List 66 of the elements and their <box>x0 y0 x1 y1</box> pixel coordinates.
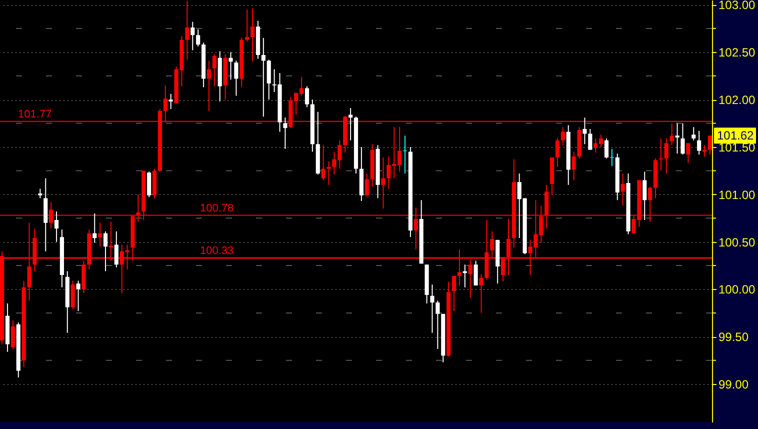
y-tick-label: 100.00 <box>718 282 756 297</box>
candlestick <box>364 173 369 197</box>
candlestick <box>572 151 576 181</box>
candlestick <box>686 142 690 164</box>
y-tick-label: 99.00 <box>718 378 749 392</box>
candlestick <box>10 320 15 350</box>
candlestick <box>620 173 625 206</box>
candlestick <box>680 122 685 156</box>
candlestick <box>245 8 250 42</box>
candlestick <box>664 138 668 174</box>
candlestick <box>283 117 288 150</box>
candlestick <box>261 37 266 118</box>
candlestick <box>168 93 173 110</box>
candlestick <box>348 108 353 141</box>
ref-line-label: 100.78 <box>200 202 234 214</box>
candlestick <box>326 160 331 186</box>
y-tick-label: 102.00 <box>718 93 756 108</box>
candlestick <box>196 28 200 47</box>
candlestick <box>642 171 647 221</box>
candlestick <box>250 8 255 62</box>
candlestick <box>474 260 478 286</box>
candlestick <box>692 126 696 141</box>
ref-line-label: 100.33 <box>200 244 234 257</box>
candlestick <box>479 274 484 314</box>
candlestick <box>697 130 702 156</box>
candlestick <box>266 59 271 100</box>
y-tick-label: 99.50 <box>718 330 749 344</box>
candlestick <box>604 138 609 159</box>
candlestick <box>381 156 386 210</box>
ref-line-label: 101.77 <box>18 108 52 120</box>
candlestick <box>147 171 152 198</box>
candlestick <box>38 188 42 199</box>
candlestick <box>304 86 310 108</box>
candlestick <box>76 280 80 312</box>
candlestick <box>582 117 587 145</box>
y-tick-label: 103.00 <box>718 0 756 12</box>
candlestick <box>228 52 233 80</box>
candlestick <box>54 210 59 242</box>
candlestick <box>114 230 118 268</box>
candlestick <box>675 122 680 154</box>
y-tick-label: 101.50 <box>718 140 756 154</box>
candlestick <box>185 0 190 60</box>
candlestick <box>436 300 440 350</box>
candlestick <box>610 148 614 166</box>
candlestick <box>321 144 326 181</box>
candlestick <box>555 138 560 168</box>
candlestick <box>403 135 408 174</box>
candlestick <box>560 126 565 146</box>
y-tick-label: 100.50 <box>718 235 756 250</box>
candlestick <box>708 135 712 156</box>
candlestick <box>462 264 467 288</box>
candlestick <box>190 21 195 51</box>
candlestick <box>206 60 212 112</box>
candlestick <box>430 284 434 334</box>
candlestick <box>70 280 75 310</box>
y-tick-label: 102.50 <box>718 46 756 60</box>
candlestick <box>98 222 102 248</box>
y-tick-label: 101.00 <box>718 188 756 202</box>
candlestick <box>92 212 97 244</box>
candlestick <box>588 128 592 150</box>
candlestick <box>103 230 108 272</box>
candlestick <box>658 138 663 172</box>
candlestick <box>234 60 238 96</box>
candlestick <box>212 54 216 87</box>
candlestick <box>452 275 456 312</box>
annotation: 101.62 <box>717 128 754 143</box>
